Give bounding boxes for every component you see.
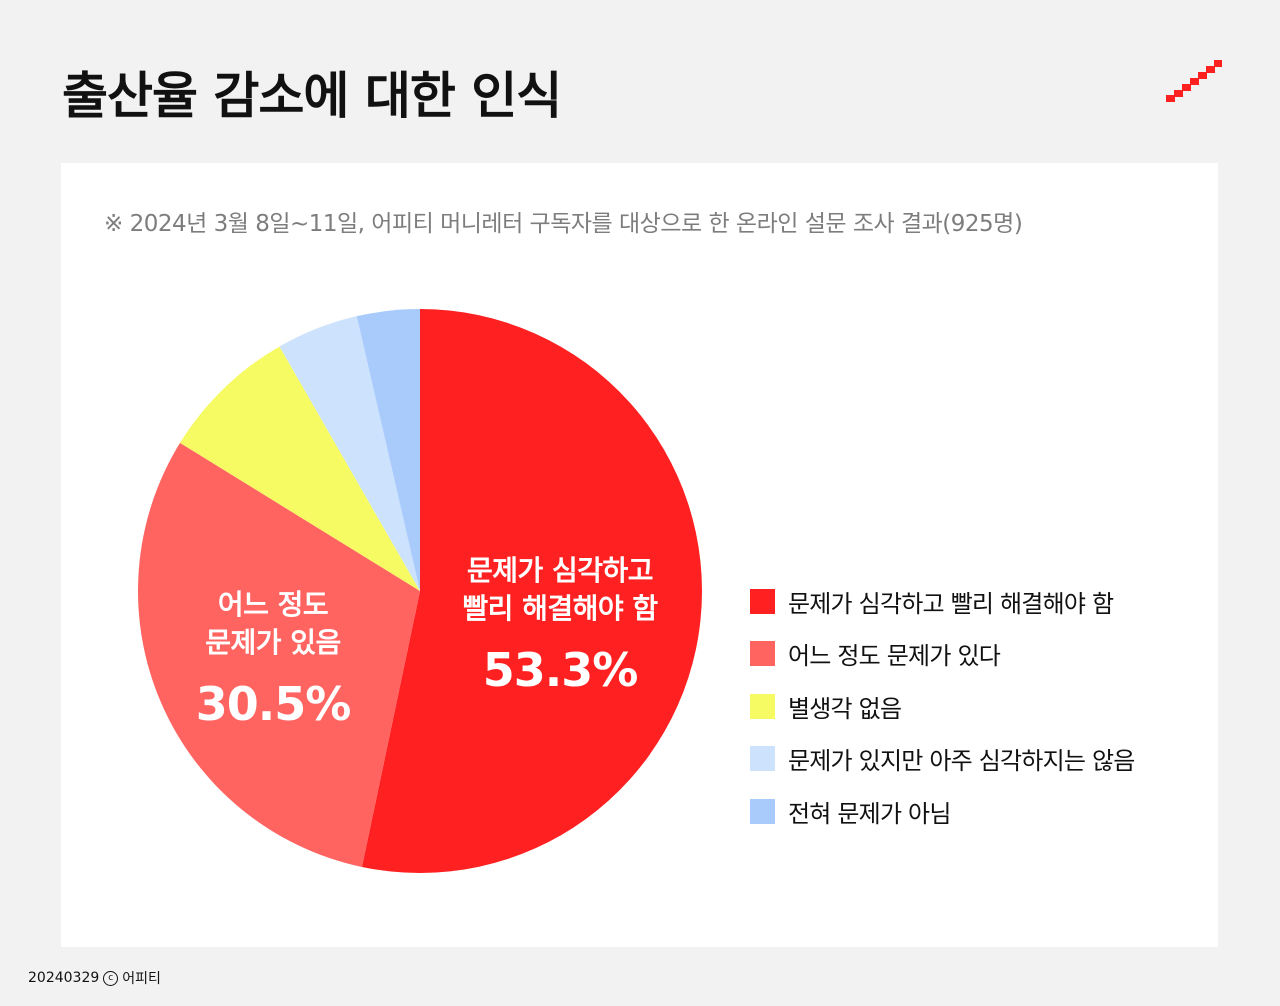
legend-item: 문제가 있지만 아주 심각하지는 않음 [750, 746, 1135, 775]
legend-swatch [750, 588, 775, 614]
copyright-icon: c [103, 970, 119, 986]
survey-note: ※ 2024년 3월 8일~11일, 어피티 머니레터 구독자를 대상으로 한 … [104, 211, 1023, 237]
stair-step-logo-icon [1166, 60, 1222, 102]
legend-item: 어느 정도 문제가 있다 [750, 641, 1135, 670]
legend-swatch [750, 746, 775, 771]
legend-label: 문제가 있지만 아주 심각하지는 않음 [788, 747, 1135, 775]
pie-slice-no-thought [180, 346, 420, 591]
pie-slice-not-severe [279, 316, 420, 591]
pie-slice-somewhat [138, 442, 420, 867]
legend-label: 어느 정도 문제가 있다 [788, 642, 1001, 670]
legend-item: 문제가 심각하고 빨리 해결해야 함 [750, 588, 1135, 618]
legend-item: 별생각 없음 [750, 693, 1135, 723]
slice-callout-line: 빨리 해결해야 함 [462, 592, 658, 625]
slice-callout-somewhat: 어느 정도 문제가 있음 30.5% [143, 586, 403, 732]
footer-date: 20240329 [28, 970, 100, 986]
legend-swatch [750, 641, 775, 666]
footer: 20240329 c 어피티 [28, 968, 161, 988]
legend-label: 별생각 없음 [788, 694, 902, 723]
slice-callout-value: 30.5% [195, 677, 352, 731]
slice-callout-line: 문제가 있음 [205, 626, 341, 659]
legend-item: 전혀 문제가 아님 [750, 798, 1135, 828]
slice-callout-value: 53.3% [482, 643, 639, 697]
footer-owner: 어피티 [122, 971, 161, 987]
pie-slice-not-a-problem [356, 309, 420, 591]
pie-slice-serious [361, 309, 703, 873]
slice-callout-serious: 문제가 심각하고 빨리 해결해야 함 53.3% [420, 552, 700, 698]
slice-callout-line: 어느 정도 [217, 588, 329, 621]
slice-callout-line: 문제가 심각하고 [466, 554, 654, 587]
legend-label: 문제가 심각하고 빨리 해결해야 함 [788, 589, 1114, 618]
page-title: 출산율 감소에 대한 인식 [62, 67, 562, 125]
legend-swatch [750, 798, 775, 824]
legend-swatch [750, 693, 775, 719]
legend-label: 전혀 문제가 아님 [788, 799, 951, 828]
